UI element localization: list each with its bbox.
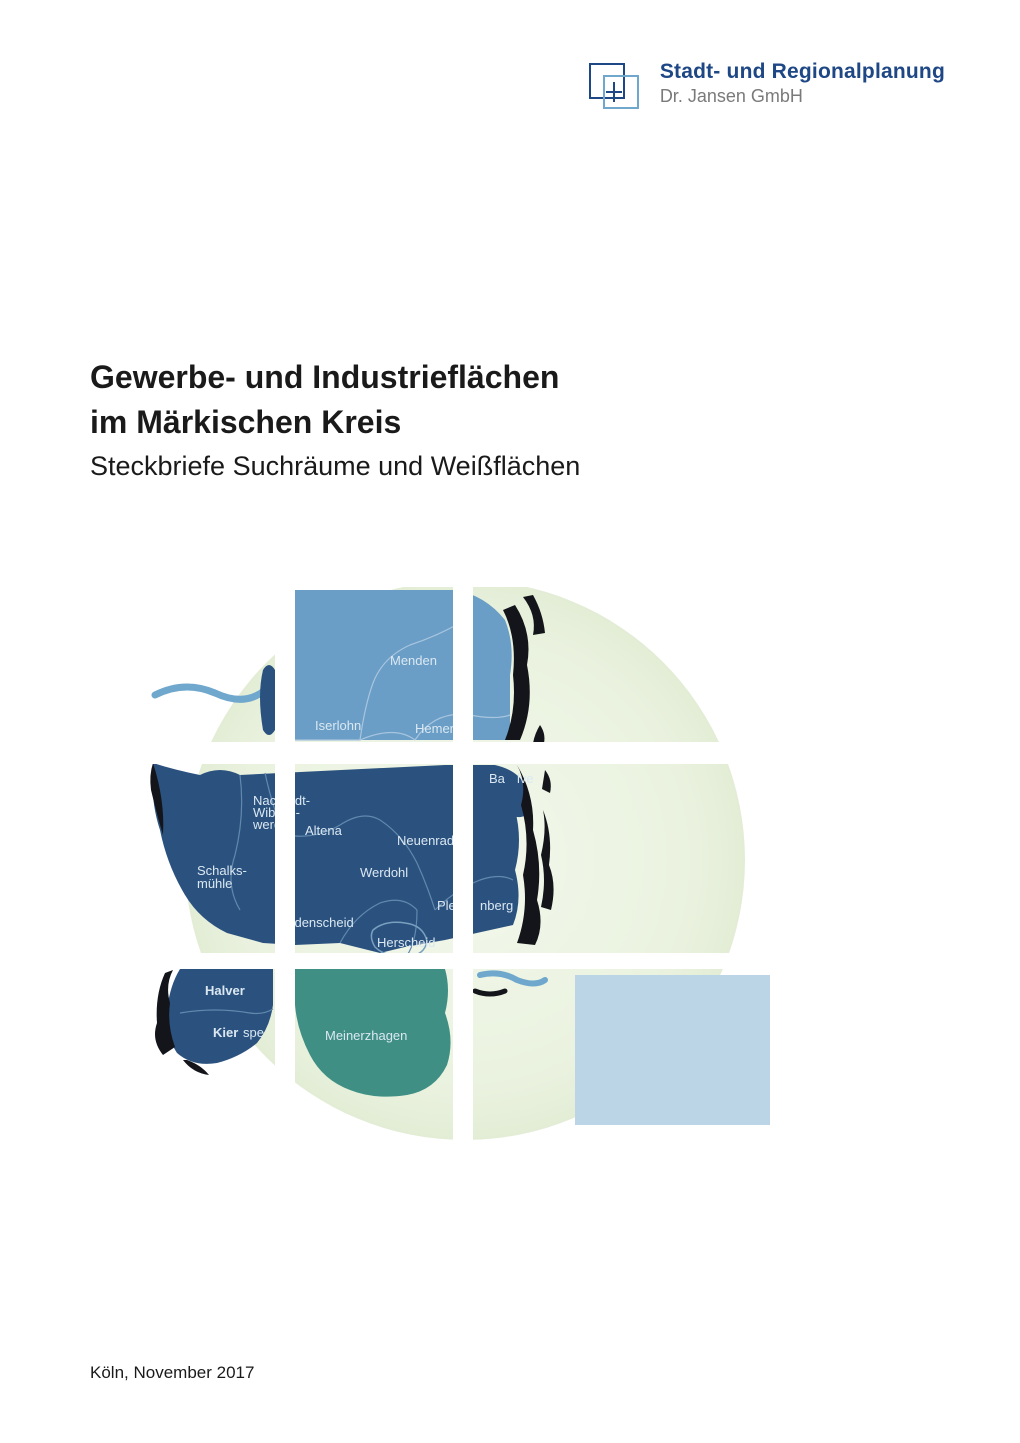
title-line-2: im Märkischen Kreis (90, 400, 580, 445)
map-label-werdohl: Werdohl (360, 865, 408, 880)
company-sub: Dr. Jansen GmbH (660, 86, 945, 107)
footer-text: Köln, November 2017 (90, 1363, 254, 1383)
map-label-plett-2: nberg (480, 898, 513, 913)
header: Stadt- und Regionalplanung Dr. Jansen Gm… (586, 60, 945, 112)
map-label-herscheid: Herscheid (377, 935, 436, 950)
company-name: Stadt- und Regionalplanung (660, 60, 945, 84)
subtitle: Steckbriefe Suchräume und Weißflächen (90, 451, 580, 482)
map-label-menden: Menden (390, 653, 437, 668)
map-label-iserlohn: Iserlohn (315, 718, 361, 733)
map-label-schalks-2: mühle (197, 876, 232, 891)
map-label-meinerzhagen: Meinerzhagen (325, 1028, 407, 1043)
map-graphic: Menden Iserlohn Hemer Ba lve Nachrodt- W… (145, 565, 785, 1155)
map-label-balve-2: lve (517, 771, 534, 786)
logo-icon (586, 60, 642, 112)
map-label-kierspe-2: spe (243, 1025, 264, 1040)
title-block: Gewerbe- und Industrieflächen im Märkisc… (90, 355, 580, 482)
map-label-neuenrade: Neuenrade (397, 833, 461, 848)
map-label-altena: Altena (305, 823, 343, 838)
header-text: Stadt- und Regionalplanung Dr. Jansen Gm… (660, 60, 945, 107)
map-label-kierspe-1: Kier (213, 1025, 238, 1040)
map-label-halver: Halver (205, 983, 245, 998)
map-label-balve: Ba (489, 771, 506, 786)
map-label-hemer: Hemer (415, 721, 455, 736)
title-line-1: Gewerbe- und Industrieflächen (90, 355, 580, 400)
